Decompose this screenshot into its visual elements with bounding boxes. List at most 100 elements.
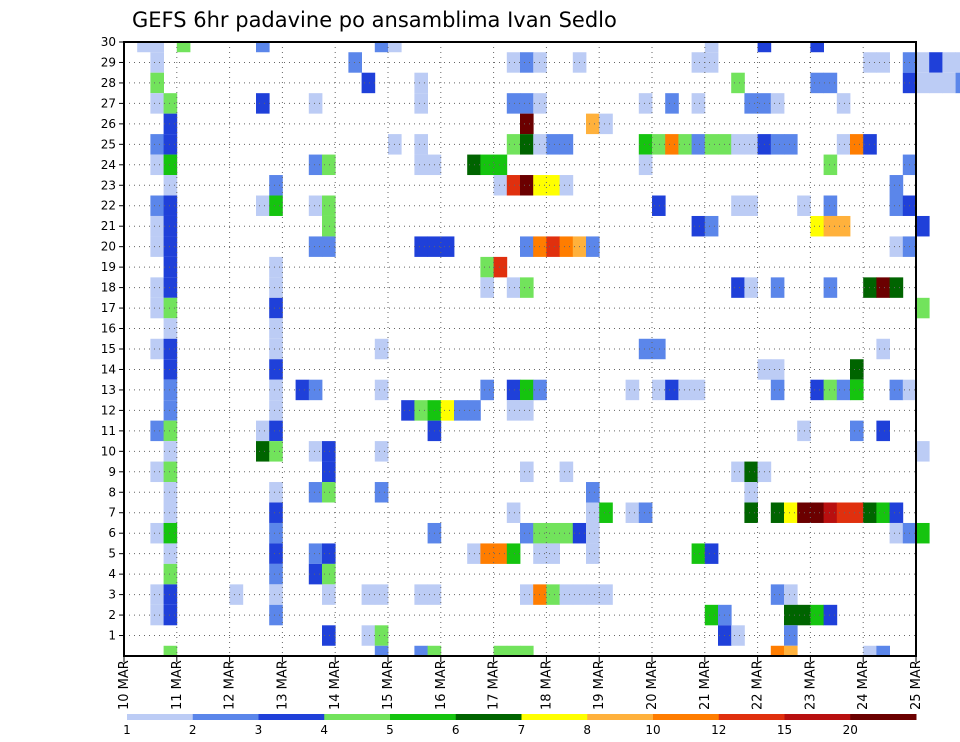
heatmap-cell [163, 236, 178, 257]
heatmap-cell [784, 645, 798, 656]
heatmap-cell [546, 584, 560, 605]
heatmap-cell [163, 502, 178, 523]
heatmap-cell [678, 379, 692, 401]
heatmap-cell [506, 379, 521, 401]
heatmap-cell [269, 256, 283, 278]
heatmap-cell [163, 93, 178, 114]
heatmap-cell [665, 93, 679, 114]
x-tick-label: 19 MAR [592, 660, 607, 710]
heatmap-cell [269, 502, 283, 523]
heatmap-cell [744, 93, 758, 114]
heatmap-cell [942, 52, 956, 73]
legend-swatch [390, 714, 457, 720]
heatmap-cell [678, 134, 692, 155]
x-tick-label: 18 MAR [539, 660, 554, 710]
heatmap-cell [770, 379, 785, 401]
heatmap-cell [599, 502, 613, 523]
heatmap-cell [269, 318, 283, 339]
legend-swatch [455, 714, 522, 720]
heatmap-cell [704, 52, 719, 73]
legend-label: 20 [843, 723, 858, 737]
heatmap-cell [586, 502, 600, 523]
heatmap-cell [850, 420, 864, 442]
heatmap-cell [163, 441, 178, 462]
x-tick-label: 13 MAR [275, 660, 290, 710]
y-tick-label: 27 [101, 96, 116, 110]
heatmap-cell [493, 175, 508, 196]
x-tick-label: 16 MAR [434, 660, 449, 710]
heatmap-cell [916, 297, 930, 319]
heatmap-cell [652, 338, 666, 360]
heatmap-cell [638, 154, 653, 176]
heatmap-cell [823, 277, 838, 298]
heatmap-cell [665, 134, 679, 155]
y-tick-label: 14 [101, 362, 116, 376]
legend-label: 6 [452, 723, 460, 737]
heatmap-cell [163, 420, 178, 442]
heatmap-cell [559, 175, 574, 196]
heatmap-cell [480, 379, 494, 401]
heatmap-cell [506, 645, 521, 656]
legend-swatch [587, 714, 654, 720]
heatmap-cell [889, 175, 904, 196]
heatmap-cells [137, 42, 960, 656]
heatmap-cell [322, 584, 336, 605]
heatmap-cell [150, 42, 164, 53]
heatmap-cell [559, 522, 574, 544]
heatmap-cell [520, 134, 534, 155]
heatmap-cell [414, 584, 428, 605]
heatmap-cell [374, 482, 389, 503]
heatmap-cell [388, 42, 402, 53]
heatmap-cell [876, 645, 890, 656]
heatmap-cell [586, 543, 600, 564]
heatmap-cell [150, 604, 164, 626]
legend-swatch [521, 714, 588, 720]
color-legend: 1 2 3 4 5 6 7 8 10 12 15 20 [123, 714, 917, 737]
heatmap-cell [744, 195, 758, 216]
heatmap-cell [638, 338, 653, 360]
heatmap-cell [150, 52, 164, 73]
heatmap-cell [506, 543, 521, 564]
heatmap-cell [823, 502, 838, 523]
heatmap-cell [810, 72, 824, 94]
heatmap-cell [836, 134, 851, 155]
heatmap-cell [770, 359, 785, 380]
heatmap-cell [731, 195, 745, 216]
heatmap-cell [889, 195, 904, 216]
heatmap-cell [308, 563, 323, 585]
heatmap-cell [916, 52, 930, 73]
heatmap-cell [480, 277, 494, 298]
heatmap-cell [520, 461, 534, 483]
legend-swatch [127, 714, 194, 720]
legend-label: 4 [320, 723, 328, 737]
heatmap-cell [520, 93, 534, 114]
heatmap-cell [493, 154, 508, 176]
heatmap-cell [744, 502, 758, 523]
heatmap-cell [322, 563, 336, 585]
legend-swatch [324, 714, 391, 720]
heatmap-cell [916, 72, 930, 94]
heatmap-cell [704, 543, 719, 564]
heatmap-cell [322, 154, 336, 176]
y-tick-label: 18 [101, 281, 116, 295]
legend-label: 10 [645, 723, 660, 737]
heatmap-cell [638, 134, 653, 155]
heatmap-cell [322, 236, 336, 257]
heatmap-cell [823, 604, 838, 626]
heatmap-cell [744, 482, 758, 503]
heatmap-cell [691, 379, 706, 401]
heatmap-cell [810, 379, 824, 401]
heatmap-cell [269, 543, 283, 564]
heatmap-cell [269, 441, 283, 462]
heatmap-cell [520, 236, 534, 257]
heatmap-cell [322, 625, 336, 646]
heatmap-cell [163, 563, 178, 585]
heatmap-cell [163, 318, 178, 339]
heatmap-cell [889, 236, 904, 257]
heatmap-cell [150, 215, 164, 237]
heatmap-cell [150, 154, 164, 176]
heatmap-cell [361, 72, 376, 94]
heatmap-cell [440, 236, 455, 257]
heatmap-cell [836, 215, 851, 237]
heatmap-cell [520, 400, 534, 421]
